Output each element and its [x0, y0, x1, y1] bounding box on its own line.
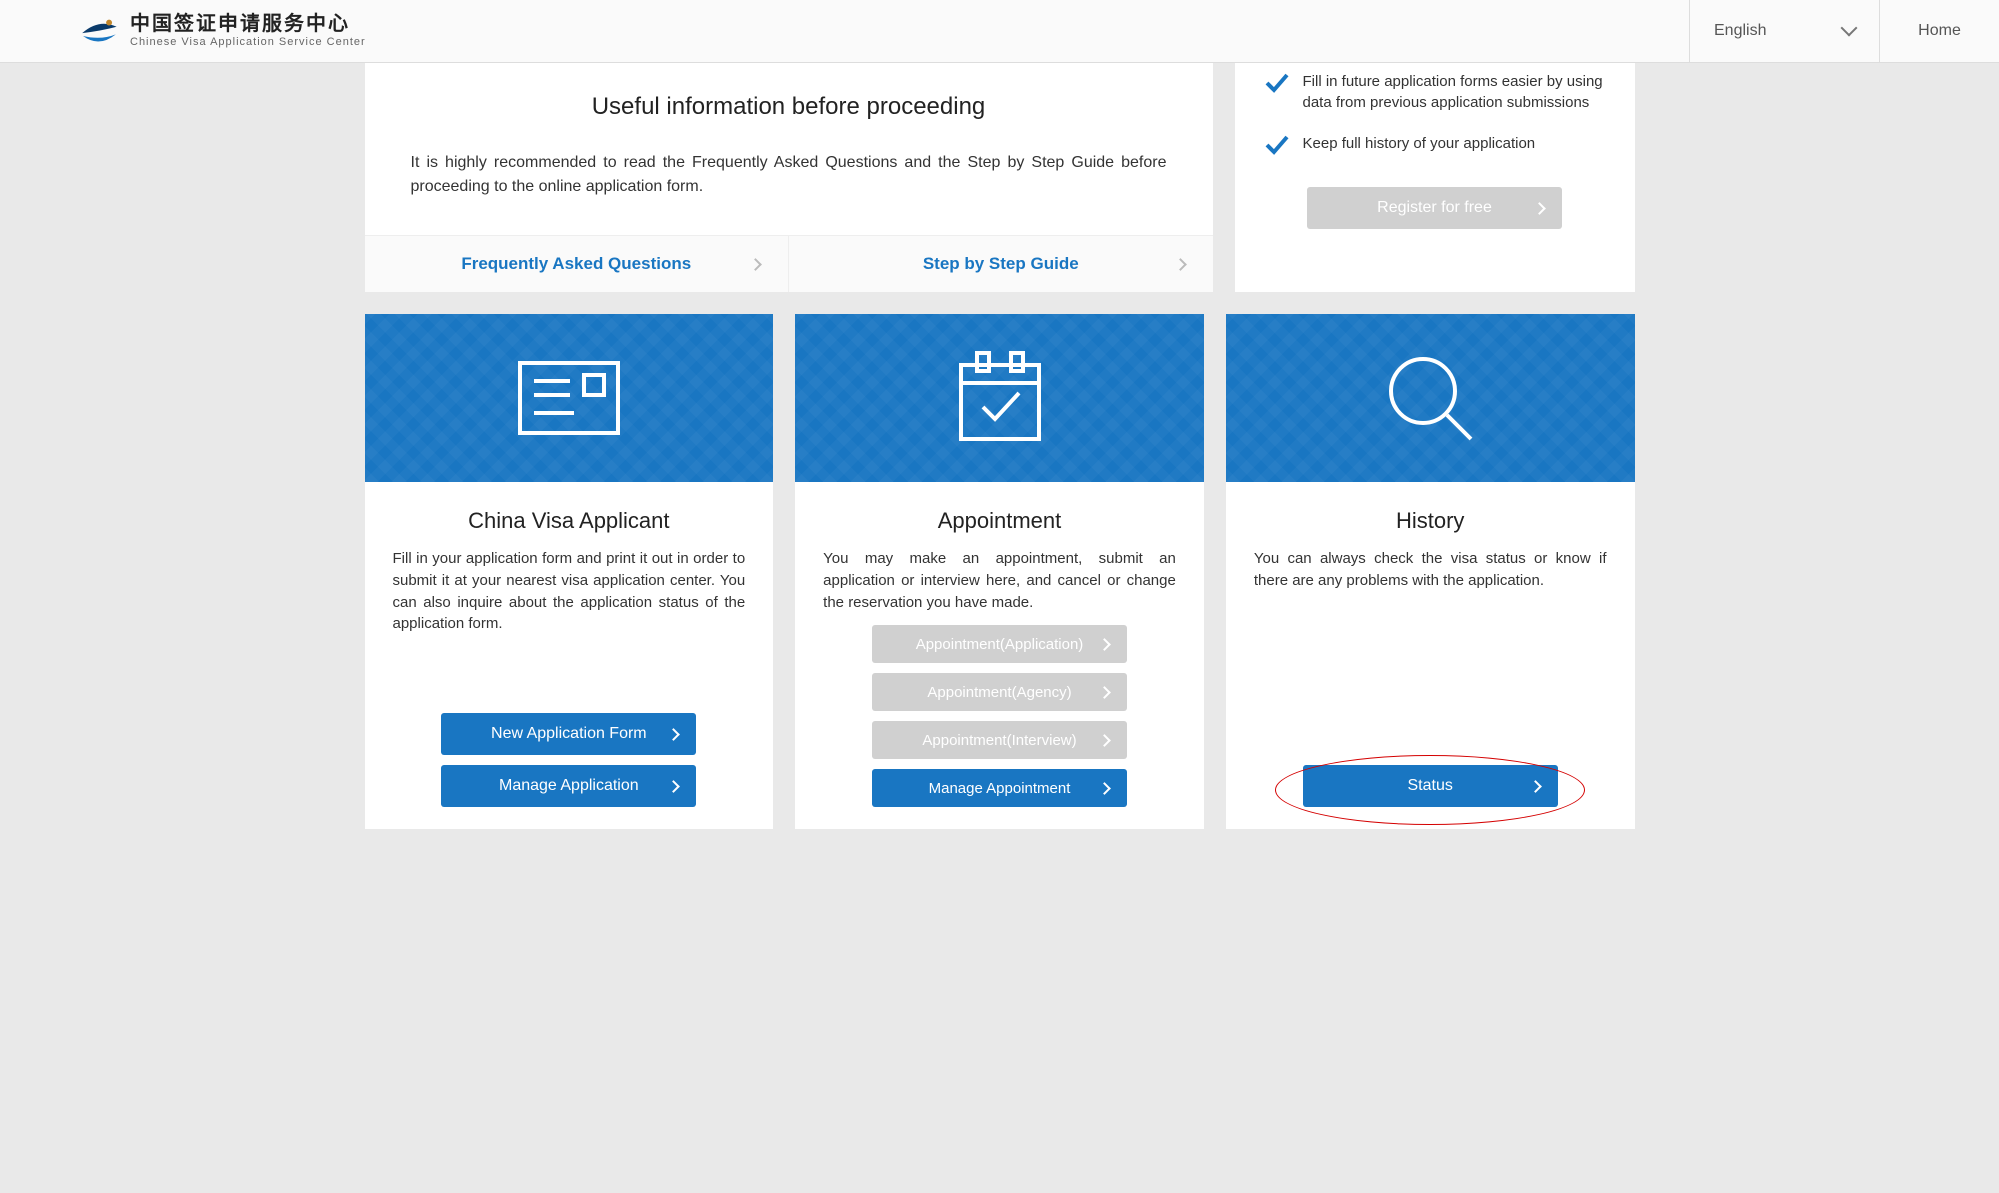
card-title: Appointment: [823, 508, 1176, 534]
check-icon: [1265, 135, 1289, 161]
card-title: China Visa Applicant: [393, 508, 746, 534]
card-text: Fill in your application form and print …: [393, 548, 746, 635]
logo-text-en: Chinese Visa Application Service Center: [130, 36, 366, 49]
language-label: English: [1714, 22, 1766, 40]
card-head-icon: [365, 314, 774, 482]
card-title: History: [1254, 508, 1607, 534]
appointment-application-button[interactable]: Appointment(Application): [872, 625, 1127, 663]
top-bar: 中国签证申请服务中心 Chinese Visa Application Serv…: [0, 0, 1999, 63]
calendar-icon: [945, 343, 1055, 453]
chevron-right-icon: [1098, 782, 1111, 795]
benefits-panel: Fill in future application forms easier …: [1235, 63, 1635, 292]
info-title: Useful information before proceeding: [411, 93, 1167, 121]
chevron-right-icon: [1174, 258, 1187, 271]
appointment-interview-button[interactable]: Appointment(Interview): [872, 721, 1127, 759]
info-text: It is highly recommended to read the Fre…: [411, 151, 1167, 199]
check-icon: [1265, 73, 1289, 99]
status-button[interactable]: Status: [1303, 765, 1558, 807]
card-text: You can always check the visa status or …: [1254, 548, 1607, 592]
card-appointment: Appointment You may make an appointment,…: [795, 314, 1204, 829]
chevron-right-icon: [667, 780, 680, 793]
chevron-down-icon: [1841, 20, 1858, 37]
chevron-right-icon: [1098, 638, 1111, 651]
chevron-right-icon: [1529, 780, 1542, 793]
logo-text-cn: 中国签证申请服务中心: [130, 13, 366, 36]
logo[interactable]: 中国签证申请服务中心 Chinese Visa Application Serv…: [78, 10, 366, 52]
logo-icon: [78, 10, 120, 52]
chevron-right-icon: [1533, 202, 1546, 215]
register-button[interactable]: Register for free: [1307, 187, 1562, 229]
benefit-item: Fill in future application forms easier …: [1265, 63, 1605, 125]
search-icon: [1375, 343, 1485, 453]
faq-link[interactable]: Frequently Asked Questions: [365, 236, 789, 292]
card-history: History You can always check the visa st…: [1226, 314, 1635, 829]
home-link[interactable]: Home: [1879, 0, 1999, 62]
card-applicant: China Visa Applicant Fill in your applic…: [365, 314, 774, 829]
new-application-button[interactable]: New Application Form: [441, 713, 696, 755]
info-panel: Useful information before proceeding It …: [365, 63, 1213, 292]
benefit-item: Keep full history of your application: [1265, 125, 1605, 173]
guide-link[interactable]: Step by Step Guide: [788, 236, 1213, 292]
card-text: You may make an appointment, submit an a…: [823, 548, 1176, 613]
manage-application-button[interactable]: Manage Application: [441, 765, 696, 807]
chevron-right-icon: [1098, 734, 1111, 747]
manage-appointment-button[interactable]: Manage Appointment: [872, 769, 1127, 807]
language-select[interactable]: English: [1689, 0, 1879, 62]
chevron-right-icon: [749, 258, 762, 271]
chevron-right-icon: [667, 728, 680, 741]
chevron-right-icon: [1098, 686, 1111, 699]
card-head-icon: [1226, 314, 1635, 482]
appointment-agency-button[interactable]: Appointment(Agency): [872, 673, 1127, 711]
form-icon: [514, 353, 624, 443]
card-head-icon: [795, 314, 1204, 482]
